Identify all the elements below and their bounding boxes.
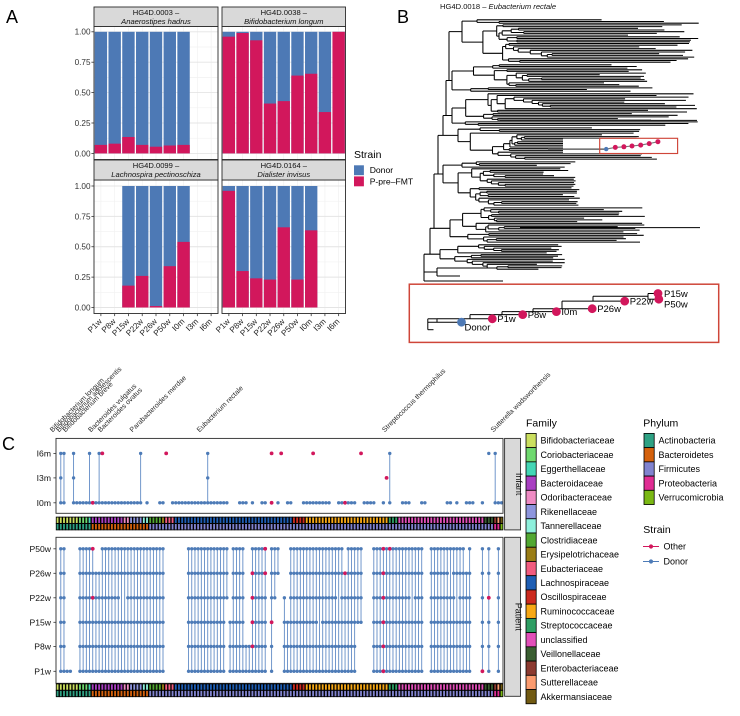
svg-text:Sutterellaceae: Sutterellaceae xyxy=(541,678,599,688)
svg-text:Rikenellaceae: Rikenellaceae xyxy=(541,507,598,517)
svg-text:Odoribacteraceae: Odoribacteraceae xyxy=(541,493,613,503)
svg-text:P15w: P15w xyxy=(664,289,688,300)
svg-text:P1w: P1w xyxy=(34,666,52,676)
svg-text:P22w: P22w xyxy=(30,593,52,603)
svg-text:Donor: Donor xyxy=(465,323,491,334)
svg-text:P26w: P26w xyxy=(30,568,52,578)
svg-text:C: C xyxy=(2,434,15,454)
svg-text:Infant: Infant xyxy=(514,473,524,496)
svg-text:Anaerostipes hadrus: Anaerostipes hadrus xyxy=(120,17,191,26)
svg-text:0.50: 0.50 xyxy=(75,89,91,98)
svg-text:Tannerellaceae: Tannerellaceae xyxy=(541,521,602,531)
svg-text:P1w: P1w xyxy=(497,314,516,325)
svg-text:Phylum: Phylum xyxy=(643,418,678,430)
svg-text:Strain: Strain xyxy=(643,524,671,536)
svg-text:Donor: Donor xyxy=(664,557,689,567)
svg-text:Coriobacteriaceae: Coriobacteriaceae xyxy=(541,450,614,460)
svg-text:I3m: I3m xyxy=(37,473,51,483)
svg-text:Oscillospiraceae: Oscillospiraceae xyxy=(541,592,607,602)
svg-text:Firmicutes: Firmicutes xyxy=(659,464,701,474)
svg-text:I6m: I6m xyxy=(37,448,51,458)
svg-text:Family: Family xyxy=(526,418,558,430)
svg-text:I0m: I0m xyxy=(561,307,577,318)
svg-text:unclassified: unclassified xyxy=(541,635,588,645)
svg-text:P50w: P50w xyxy=(30,544,52,554)
svg-text:P8w: P8w xyxy=(34,641,52,651)
svg-text:Streptococcaceae: Streptococcaceae xyxy=(541,621,613,631)
svg-text:Enterobacteriaceae: Enterobacteriaceae xyxy=(541,663,619,673)
svg-text:1.00: 1.00 xyxy=(75,182,91,191)
svg-text:Eggerthellaceae: Eggerthellaceae xyxy=(541,464,606,474)
svg-text:HG4D.0018 – Eubacterium rectal: HG4D.0018 – Eubacterium rectale xyxy=(440,2,556,11)
svg-text:Lachnospiraceae: Lachnospiraceae xyxy=(541,578,610,588)
svg-text:P15w: P15w xyxy=(30,617,52,627)
svg-text:P26w: P26w xyxy=(597,304,621,315)
svg-text:0.50: 0.50 xyxy=(75,243,91,252)
svg-text:Lachnospira pectinoschiza: Lachnospira pectinoschiza xyxy=(111,170,201,179)
svg-text:0.25: 0.25 xyxy=(75,119,91,128)
svg-text:Strain: Strain xyxy=(354,149,382,161)
svg-text:B: B xyxy=(397,7,409,27)
svg-text:Patient: Patient xyxy=(514,603,524,632)
svg-text:Verrucomicrobia: Verrucomicrobia xyxy=(659,493,724,503)
svg-text:0.25: 0.25 xyxy=(75,273,91,282)
svg-text:P50w: P50w xyxy=(664,300,688,311)
svg-text:Dialister invisus: Dialister invisus xyxy=(257,170,310,179)
svg-text:P8w: P8w xyxy=(528,310,547,321)
svg-text:0.00: 0.00 xyxy=(75,149,91,158)
svg-text:HG4D.0099 –: HG4D.0099 – xyxy=(133,161,180,170)
svg-text:P-pre–FMT: P-pre–FMT xyxy=(370,176,414,186)
svg-text:Veillonellaceae: Veillonellaceae xyxy=(541,649,601,659)
svg-text:Donor: Donor xyxy=(370,165,394,175)
svg-text:0.75: 0.75 xyxy=(75,212,91,221)
svg-text:Clostridiaceae: Clostridiaceae xyxy=(541,535,598,545)
svg-text:Actinobacteria: Actinobacteria xyxy=(659,436,716,446)
svg-text:Ruminococcaceae: Ruminococcaceae xyxy=(541,607,615,617)
svg-text:Bacteroidaceae: Bacteroidaceae xyxy=(541,478,604,488)
svg-text:HG4D.0164 –: HG4D.0164 – xyxy=(261,161,308,170)
svg-text:A: A xyxy=(6,7,18,27)
svg-text:0.00: 0.00 xyxy=(75,303,91,312)
svg-text:Bacteroidetes: Bacteroidetes xyxy=(659,450,715,460)
svg-text:Bifidobacteriaceae: Bifidobacteriaceae xyxy=(541,436,615,446)
svg-text:Proteobacteria: Proteobacteria xyxy=(659,478,718,488)
svg-text:Akkermansiaceae: Akkermansiaceae xyxy=(541,692,613,702)
svg-text:HG4D.0003 –: HG4D.0003 – xyxy=(133,8,180,17)
svg-text:Bifidobacterium longum: Bifidobacterium longum xyxy=(244,17,323,26)
svg-text:Erysipelotrichaceae: Erysipelotrichaceae xyxy=(541,550,620,560)
svg-text:0.75: 0.75 xyxy=(75,58,91,67)
svg-text:Eubacteriaceae: Eubacteriaceae xyxy=(541,564,604,574)
svg-text:Other: Other xyxy=(664,542,687,552)
svg-text:HG4D.0038 –: HG4D.0038 – xyxy=(261,8,308,17)
svg-text:1.00: 1.00 xyxy=(75,28,91,37)
svg-text:I0m: I0m xyxy=(37,498,51,508)
svg-text:P22w: P22w xyxy=(630,296,654,307)
